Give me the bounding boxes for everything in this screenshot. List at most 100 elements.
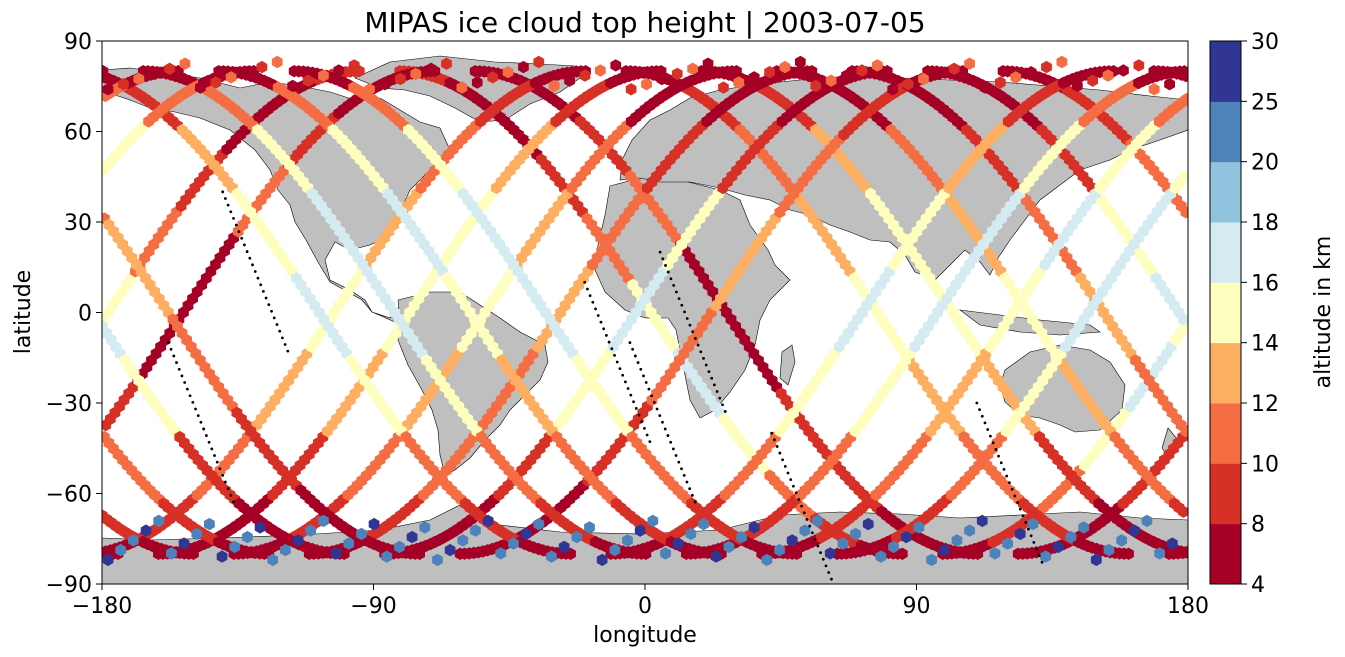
data-points xyxy=(102,55,1188,594)
clear-sky-point xyxy=(710,376,714,380)
clear-sky-point xyxy=(629,393,633,397)
clear-sky-point xyxy=(699,350,703,354)
data-point xyxy=(837,537,849,550)
clear-sky-point xyxy=(835,591,838,594)
clear-sky-point xyxy=(986,428,990,431)
data-point xyxy=(579,69,591,82)
clear-sky-point xyxy=(280,336,284,340)
data-point xyxy=(487,71,498,84)
colorbar-tick-label: 12 xyxy=(1251,392,1279,417)
data-point xyxy=(118,78,129,91)
clear-sky-point xyxy=(221,474,225,477)
clear-sky-point xyxy=(664,264,667,267)
data-point xyxy=(1010,71,1022,84)
clear-sky-point xyxy=(647,387,651,391)
data-point xyxy=(546,550,557,563)
x-tick-label: −180 xyxy=(72,594,132,619)
data-point xyxy=(806,65,818,78)
data-point xyxy=(1123,547,1134,560)
clear-sky-point xyxy=(634,407,638,410)
data-point xyxy=(733,76,745,89)
data-point xyxy=(825,74,837,87)
clear-sky-point xyxy=(172,354,176,358)
clear-sky-point xyxy=(626,387,630,390)
data-point xyxy=(210,76,222,89)
data-point xyxy=(897,547,908,560)
data-point xyxy=(964,57,975,70)
data-point xyxy=(584,521,595,534)
clear-sky-point xyxy=(278,329,282,333)
y-tick-label: 30 xyxy=(64,211,92,236)
data-point xyxy=(242,530,253,544)
clear-sky-point xyxy=(645,433,649,437)
data-point xyxy=(179,57,191,70)
clear-sky-point xyxy=(204,434,208,437)
data-point xyxy=(957,65,968,78)
clear-sky-point xyxy=(824,564,828,568)
clear-sky-point xyxy=(202,427,206,431)
data-point xyxy=(913,521,925,534)
data-point xyxy=(364,83,375,96)
data-point xyxy=(1128,524,1140,537)
clear-sky-point xyxy=(283,343,287,346)
clear-sky-point xyxy=(1021,514,1025,518)
clear-sky-point xyxy=(690,493,694,497)
clear-sky-point xyxy=(210,447,214,451)
data-point xyxy=(173,65,184,78)
clear-sky-point xyxy=(688,487,692,491)
clear-sky-point xyxy=(596,314,600,317)
clear-sky-point xyxy=(240,236,244,240)
data-point xyxy=(558,540,570,554)
data-point xyxy=(748,521,760,534)
data-point xyxy=(1040,550,1051,563)
clear-sky-point xyxy=(1008,481,1011,485)
data-point xyxy=(533,55,545,69)
y-tick-label: 60 xyxy=(64,121,92,146)
clear-sky-point xyxy=(175,361,178,364)
data-point xyxy=(672,537,684,550)
data-point xyxy=(1027,517,1039,531)
colorbar-label: altitude in km xyxy=(1311,236,1336,389)
clear-sky-point xyxy=(640,420,644,424)
clear-sky-point xyxy=(623,380,627,384)
clear-sky-point xyxy=(778,451,782,455)
clear-sky-point xyxy=(242,243,246,247)
data-point xyxy=(810,79,822,93)
data-point xyxy=(976,514,988,528)
colorbar-tick-label: 10 xyxy=(1251,452,1279,477)
data-point xyxy=(995,76,1006,89)
colorbar-segment xyxy=(1210,403,1241,464)
colorbar-segment xyxy=(1210,282,1241,344)
data-point xyxy=(280,543,291,557)
clear-sky-point xyxy=(674,454,678,457)
data-point xyxy=(736,530,747,544)
clear-sky-point xyxy=(637,413,641,417)
clear-sky-point xyxy=(808,524,812,528)
data-point xyxy=(1041,60,1052,74)
data-point xyxy=(432,553,443,567)
clear-sky-point xyxy=(199,420,203,424)
clear-sky-point xyxy=(226,487,230,491)
clear-sky-point xyxy=(827,571,831,574)
clear-sky-point xyxy=(259,283,263,287)
clear-sky-point xyxy=(680,467,683,471)
data-point xyxy=(933,67,945,81)
clear-sky-point xyxy=(628,341,632,345)
data-point xyxy=(702,57,714,70)
data-point xyxy=(204,517,215,531)
clear-sky-point xyxy=(1024,521,1028,524)
data-point xyxy=(302,74,314,87)
clear-sky-point xyxy=(245,250,249,253)
colorbar-tick-label: 30 xyxy=(1251,30,1279,55)
clear-sky-point xyxy=(636,361,640,364)
clear-sky-point xyxy=(781,458,784,462)
data-point xyxy=(634,524,646,537)
data-point xyxy=(330,547,342,560)
colorbar-tick-label: 20 xyxy=(1251,151,1279,176)
clear-sky-point xyxy=(256,276,260,280)
data-point xyxy=(748,71,760,84)
data-point xyxy=(850,527,861,541)
clear-sky-point xyxy=(226,203,230,207)
clear-sky-point xyxy=(248,256,252,260)
